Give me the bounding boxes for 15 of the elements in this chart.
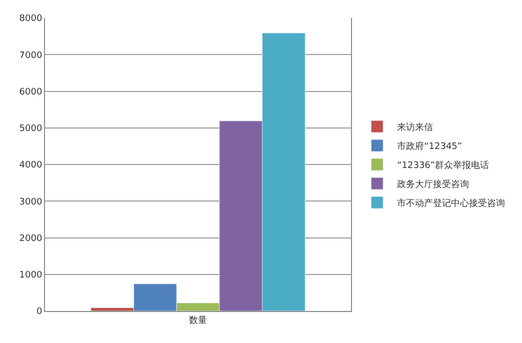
y-tick-label: 8000: [19, 14, 42, 24]
y-tick-label: 4000: [19, 160, 42, 171]
y-tick-label: 7000: [19, 50, 42, 61]
y-tick-label: 2000: [19, 234, 42, 244]
y-tick-label: 5000: [19, 124, 42, 134]
y-tick-label: 0: [36, 307, 42, 318]
x-tick-label: 数量: [189, 314, 207, 326]
legend-label: “12336”群众举报电话: [397, 160, 490, 172]
y-tick-label: 1000: [19, 270, 42, 281]
y-tick-label: 6000: [19, 87, 42, 98]
legend-label: 市政府“12345”: [397, 141, 462, 152]
legend-label: 政务大厅接受咨询: [397, 179, 470, 190]
y-tick-label: 3000: [19, 197, 42, 208]
legend-label: 来访来信: [397, 122, 434, 134]
legend-label: 市不动产登记中心接受咨询: [397, 198, 506, 210]
